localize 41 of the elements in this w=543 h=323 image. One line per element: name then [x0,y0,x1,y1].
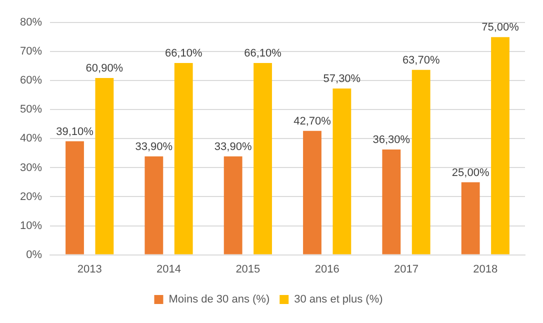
data-label: 60,90% [86,62,124,75]
data-label: 25,00% [452,166,490,179]
data-label: 36,30% [372,134,410,146]
data-label: 42,70% [294,115,332,128]
bar [174,62,193,254]
y-tick-label: 10% [20,220,42,232]
x-tick-label: 2015 [236,263,260,276]
bar [95,78,114,254]
data-label: 57,30% [323,73,361,86]
y-tick-label: 30% [20,162,42,174]
bar [461,182,480,254]
y-tick-label: 20% [20,190,42,203]
legend-label: 30 ans et plus (%) [294,294,383,306]
y-tick-label: 50% [20,104,42,116]
bar [224,156,242,254]
bar [66,141,84,254]
data-label: 63,70% [402,54,440,66]
bar [332,88,352,254]
bar [144,156,164,254]
y-tick-label: 70% [20,46,42,58]
bar [254,62,272,254]
legend-label: Moins de 30 ans (%) [168,294,270,306]
x-tick-label: 2014 [156,263,182,276]
bar [491,37,510,254]
x-tick-label: 2013 [77,263,102,276]
y-tick-label: 80% [20,16,42,29]
bar [382,149,401,254]
data-label: 75,00% [482,22,520,34]
x-tick-label: 2017 [394,263,418,276]
data-label: 39,10% [56,126,94,138]
data-label: 66,10% [164,47,202,60]
bar [303,130,322,254]
bar [412,70,430,254]
y-tick-label: 60% [20,74,42,87]
data-label: 33,90% [135,140,173,153]
data-label: 66,10% [244,47,282,60]
y-tick-label: 40% [20,132,42,145]
x-tick-label: 2018 [473,263,498,276]
x-tick-label: 2016 [314,263,340,276]
y-tick-label: 0% [26,248,42,261]
data-label: 33,90% [214,140,252,153]
